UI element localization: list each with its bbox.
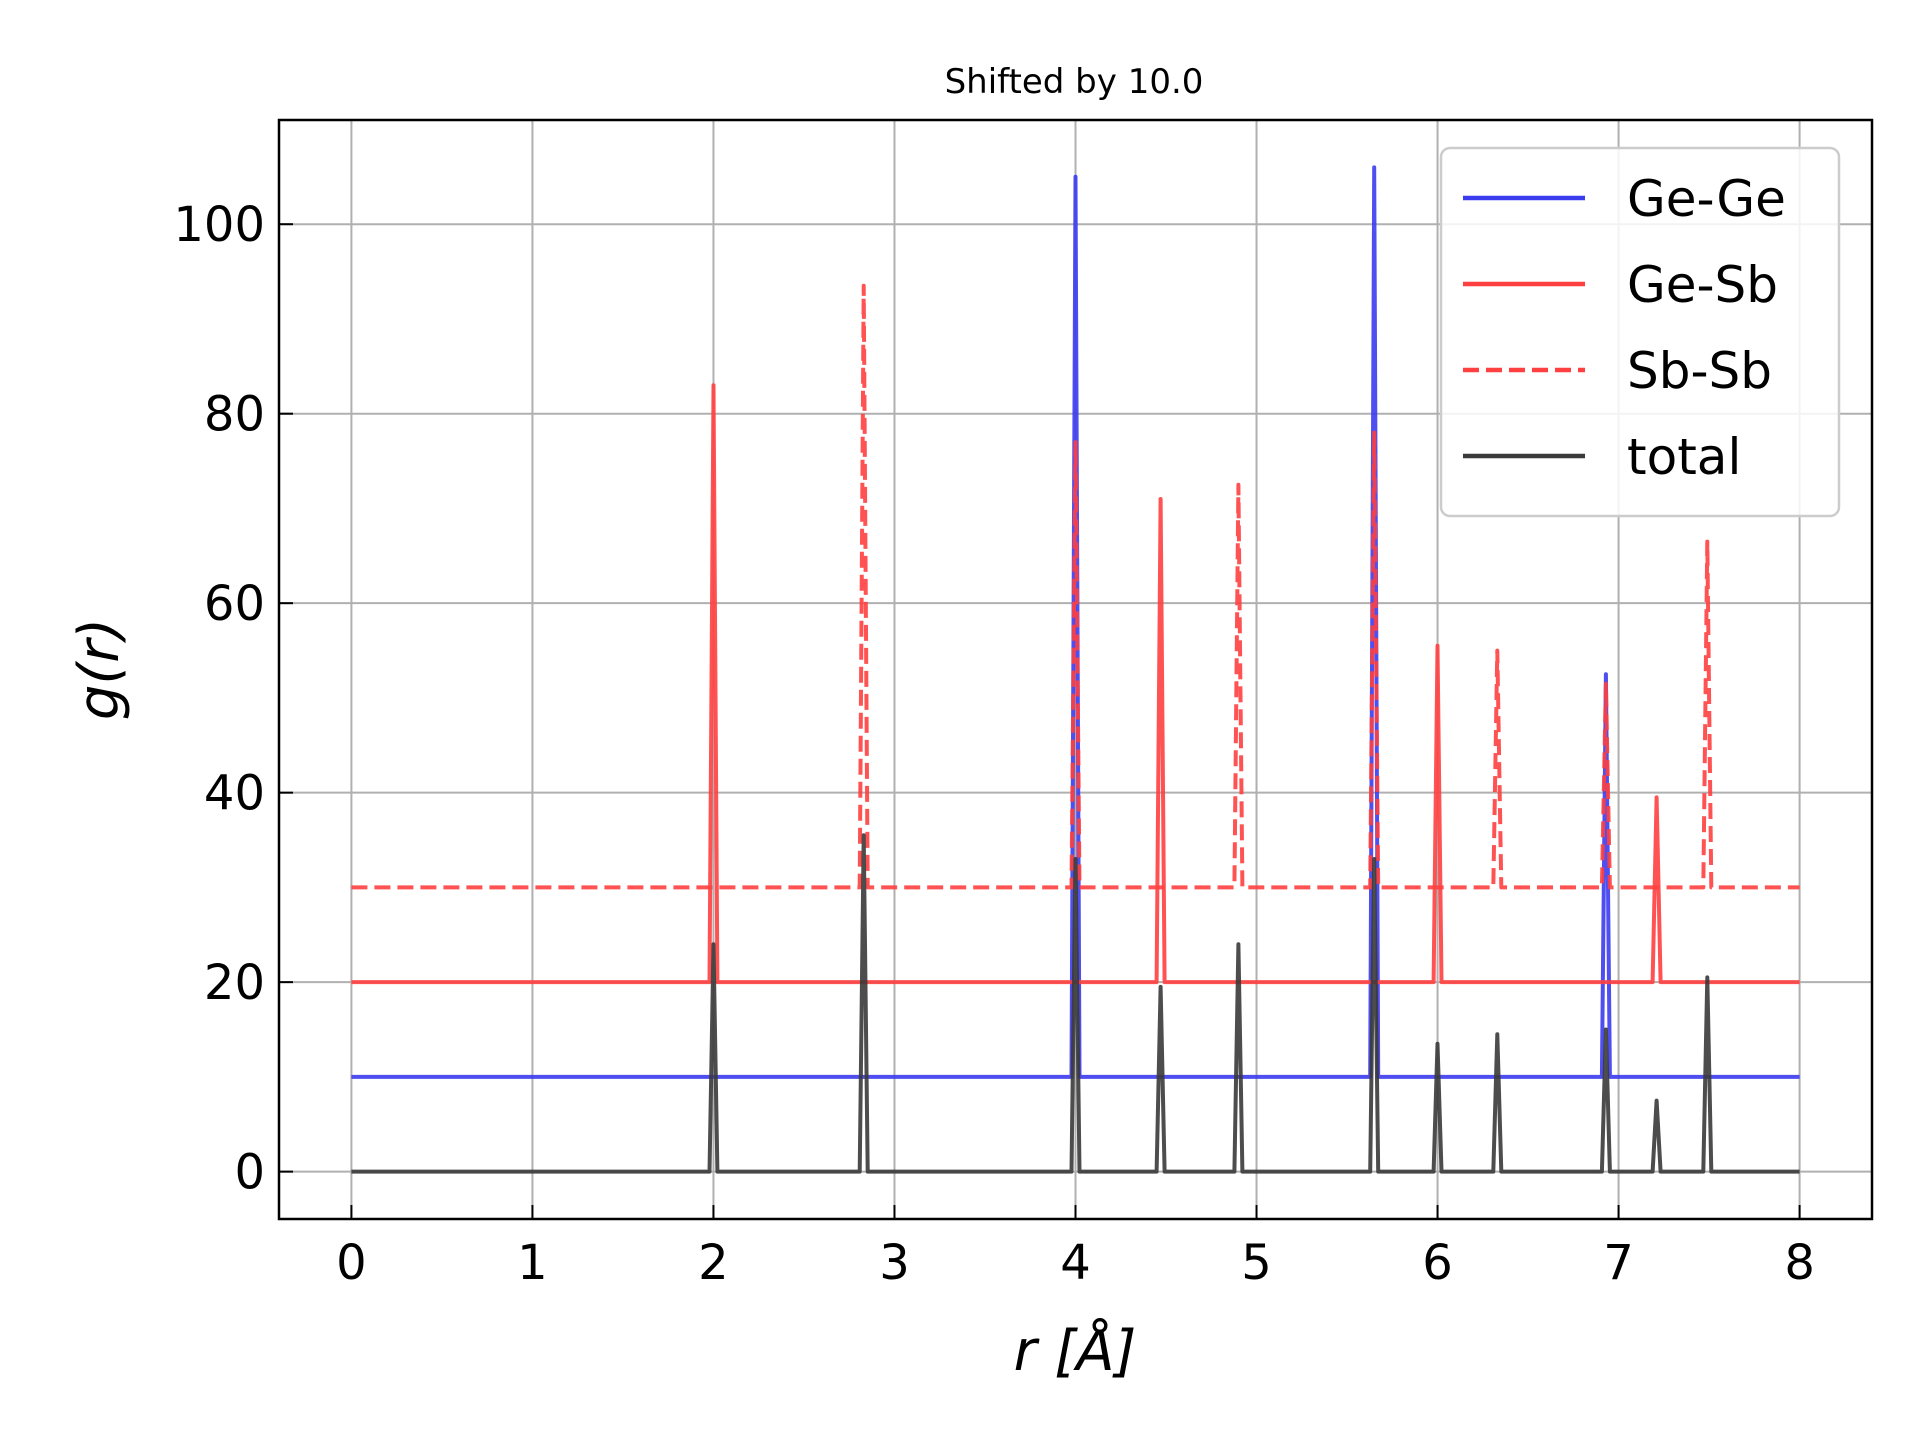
y-tick-label: 100 [173, 197, 265, 253]
y-tick-label: 0 [234, 1145, 265, 1201]
x-tick-label: 2 [698, 1235, 729, 1291]
series-line-ge-sb [351, 383, 1800, 985]
x-tick-label: 4 [1060, 1235, 1091, 1291]
x-tick-label: 8 [1784, 1235, 1815, 1291]
x-tick-label: 3 [879, 1235, 910, 1291]
x-tick-label: 6 [1422, 1235, 1453, 1291]
y-tick-label: 20 [204, 955, 265, 1011]
x-tick-label: 7 [1603, 1235, 1634, 1291]
legend-label-sb-sb: Sb-Sb [1627, 342, 1772, 400]
legend: Ge-Ge Ge-Sb Sb-Sb total [1439, 146, 1841, 518]
legend-label-ge-sb: Ge-Sb [1627, 256, 1778, 314]
legend-label-total: total [1627, 428, 1741, 486]
y-tick-label: 60 [204, 576, 265, 632]
x-tick-label: 0 [336, 1235, 367, 1291]
x-tick-label: 5 [1241, 1235, 1272, 1291]
series-lines [351, 165, 1800, 1174]
series-line-total [351, 833, 1800, 1174]
y-tick-label: 40 [204, 766, 265, 822]
y-axis-label: g(r) [67, 618, 132, 720]
x-axis-label: r [Å] [1014, 1318, 1137, 1384]
x-tick-label: 1 [517, 1235, 548, 1291]
series-line-sb-sb [351, 283, 1800, 890]
y-tick-label: 80 [204, 387, 265, 443]
legend-label-ge-ge: Ge-Ge [1627, 170, 1786, 228]
legend-box [1439, 146, 1841, 518]
chart-title: Shifted by 10.0 [945, 62, 1204, 102]
